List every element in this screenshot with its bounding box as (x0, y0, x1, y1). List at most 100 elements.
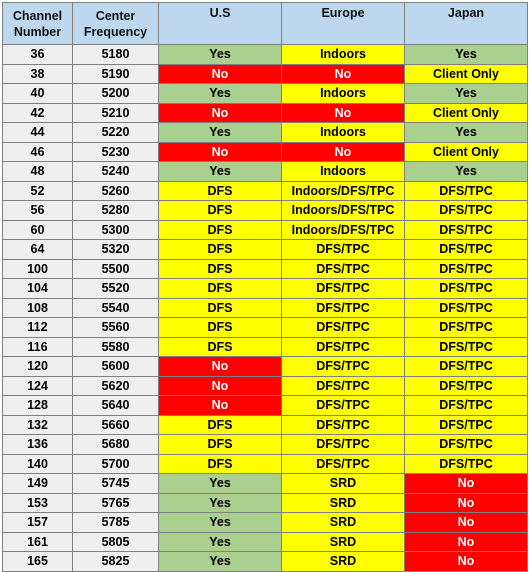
us-cell: DFS (158, 336, 282, 357)
us-cell: Yes (158, 492, 282, 513)
europe-cell: DFS/TPC (281, 414, 405, 435)
channel-number-cell: 165 (2, 551, 73, 572)
japan-cell: No (404, 492, 528, 513)
center-frequency-cell: 5260 (72, 180, 159, 201)
center-frequency-cell: 5200 (72, 83, 159, 104)
channel-number-cell: 116 (2, 336, 73, 357)
japan-cell: No (404, 473, 528, 494)
us-cell: No (158, 63, 282, 84)
channel-number-cell: 132 (2, 414, 73, 435)
us-cell: No (158, 395, 282, 416)
table-row: 132 5660 DFS DFS/TPC DFS/TPC (2, 414, 528, 435)
japan-cell: DFS/TPC (404, 414, 528, 435)
us-cell: DFS (158, 297, 282, 318)
japan-cell: DFS/TPC (404, 317, 528, 338)
us-cell: Yes (158, 512, 282, 533)
japan-cell: No (404, 551, 528, 572)
center-frequency-cell: 5580 (72, 336, 159, 357)
table-row: 100 5500 DFS DFS/TPC DFS/TPC (2, 258, 528, 279)
us-cell: DFS (158, 239, 282, 260)
center-frequency-cell: 5700 (72, 453, 159, 474)
table-row: 36 5180 Yes Indoors Yes (2, 44, 528, 65)
header-us: U.S (158, 2, 282, 45)
channel-number-cell: 112 (2, 317, 73, 338)
table-row: 56 5280 DFS Indoors/DFS/TPC DFS/TPC (2, 200, 528, 221)
us-cell: DFS (158, 414, 282, 435)
center-frequency-cell: 5640 (72, 395, 159, 416)
japan-cell: Yes (404, 161, 528, 182)
table-row: 153 5765 Yes SRD No (2, 492, 528, 513)
channel-number-cell: 36 (2, 44, 73, 65)
us-cell: DFS (158, 200, 282, 221)
table-header-row: Channel Number Center Frequency U.S Euro… (2, 2, 528, 45)
channel-number-cell: 56 (2, 200, 73, 221)
japan-cell: DFS/TPC (404, 180, 528, 201)
japan-cell: DFS/TPC (404, 297, 528, 318)
channel-number-cell: 128 (2, 395, 73, 416)
center-frequency-cell: 5220 (72, 122, 159, 143)
europe-cell: Indoors/DFS/TPC (281, 180, 405, 201)
us-cell: Yes (158, 473, 282, 494)
us-cell: DFS (158, 453, 282, 474)
channel-number-cell: 38 (2, 63, 73, 84)
table-row: 104 5520 DFS DFS/TPC DFS/TPC (2, 278, 528, 299)
center-frequency-cell: 5785 (72, 512, 159, 533)
europe-cell: DFS/TPC (281, 375, 405, 396)
center-frequency-cell: 5210 (72, 102, 159, 123)
europe-cell: DFS/TPC (281, 395, 405, 416)
japan-cell: Client Only (404, 102, 528, 123)
center-frequency-cell: 5765 (72, 492, 159, 513)
channel-number-cell: 136 (2, 434, 73, 455)
europe-cell: DFS/TPC (281, 239, 405, 260)
europe-cell: Indoors (281, 83, 405, 104)
us-cell: No (158, 356, 282, 377)
japan-cell: DFS/TPC (404, 258, 528, 279)
table-row: 120 5600 No DFS/TPC DFS/TPC (2, 356, 528, 377)
table-row: 38 5190 No No Client Only (2, 63, 528, 84)
japan-cell: DFS/TPC (404, 356, 528, 377)
channel-number-cell: 44 (2, 122, 73, 143)
table-row: 44 5220 Yes Indoors Yes (2, 122, 528, 143)
table-row: 161 5805 Yes SRD No (2, 531, 528, 552)
channel-number-cell: 60 (2, 219, 73, 240)
center-frequency-cell: 5230 (72, 141, 159, 162)
center-frequency-cell: 5805 (72, 531, 159, 552)
channel-number-cell: 124 (2, 375, 73, 396)
europe-cell: DFS/TPC (281, 336, 405, 357)
header-japan: Japan (404, 2, 528, 45)
us-cell: Yes (158, 551, 282, 572)
europe-cell: DFS/TPC (281, 453, 405, 474)
europe-cell: SRD (281, 551, 405, 572)
europe-cell: DFS/TPC (281, 356, 405, 377)
japan-cell: DFS/TPC (404, 375, 528, 396)
us-cell: DFS (158, 258, 282, 279)
us-cell: Yes (158, 531, 282, 552)
japan-cell: DFS/TPC (404, 278, 528, 299)
us-cell: DFS (158, 317, 282, 338)
table-row: 52 5260 DFS Indoors/DFS/TPC DFS/TPC (2, 180, 528, 201)
center-frequency-cell: 5560 (72, 317, 159, 338)
table-row: 149 5745 Yes SRD No (2, 473, 528, 494)
center-frequency-cell: 5280 (72, 200, 159, 221)
table-row: 157 5785 Yes SRD No (2, 512, 528, 533)
europe-cell: SRD (281, 512, 405, 533)
channel-number-cell: 100 (2, 258, 73, 279)
japan-cell: DFS/TPC (404, 239, 528, 260)
japan-cell: DFS/TPC (404, 200, 528, 221)
channel-number-cell: 153 (2, 492, 73, 513)
table-row: 112 5560 DFS DFS/TPC DFS/TPC (2, 317, 528, 338)
japan-cell: DFS/TPC (404, 434, 528, 455)
center-frequency-cell: 5190 (72, 63, 159, 84)
channel-number-cell: 42 (2, 102, 73, 123)
table-row: 40 5200 Yes Indoors Yes (2, 83, 528, 104)
channel-number-cell: 157 (2, 512, 73, 533)
table-row: 48 5240 Yes Indoors Yes (2, 161, 528, 182)
us-cell: No (158, 141, 282, 162)
us-cell: Yes (158, 83, 282, 104)
header-channel-number: Channel Number (2, 2, 73, 45)
channel-number-cell: 48 (2, 161, 73, 182)
us-cell: DFS (158, 434, 282, 455)
japan-cell: Yes (404, 83, 528, 104)
center-frequency-cell: 5500 (72, 258, 159, 279)
channel-number-cell: 46 (2, 141, 73, 162)
